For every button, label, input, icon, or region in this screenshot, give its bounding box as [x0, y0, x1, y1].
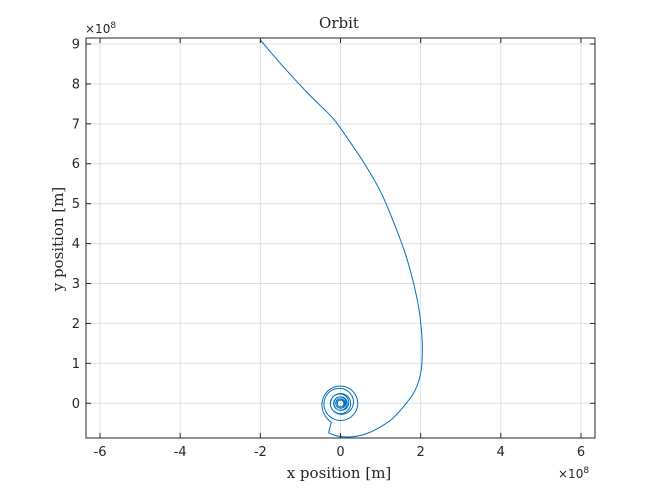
- spiral-path: [321, 385, 359, 433]
- y-axis-label: y position [m]: [49, 187, 67, 293]
- y-tick-label: 8: [72, 77, 80, 92]
- y-tick-label: 2: [72, 317, 80, 332]
- y-tick-label: 3: [72, 277, 80, 292]
- x-axis-label: x position [m]: [287, 464, 392, 482]
- y-tick-label: 4: [72, 237, 80, 252]
- x-axis-multiplier: ×108: [558, 466, 589, 481]
- chart-title: Orbit: [319, 14, 359, 32]
- orbit-trajectory: [259, 39, 423, 438]
- y-tick-label: 5: [72, 197, 80, 212]
- y-tick-label: 7: [72, 117, 80, 132]
- svg-text:×108: ×108: [85, 21, 116, 36]
- axis-ticks: [86, 38, 595, 438]
- x-multiplier-exponent: 8: [583, 466, 589, 476]
- y-axis-multiplier: ×108: [85, 21, 116, 36]
- grid-lines: [86, 38, 595, 438]
- y-multiplier-exponent: 8: [110, 21, 116, 31]
- y-tick-label: 9: [72, 37, 80, 52]
- x-tick-label: 4: [497, 445, 505, 460]
- x-tick-label: 0: [336, 445, 344, 460]
- x-tick-label: -6: [94, 445, 107, 460]
- x-tick-label: -2: [254, 445, 267, 460]
- axis-tick-labels: -6 -4 -2 0 2 4 6 0 1 2 3 4 5 6 7 8 9: [72, 37, 585, 460]
- y-multiplier-base: ×10: [85, 22, 110, 36]
- y-tick-label: 1: [72, 357, 80, 372]
- svg-text:×108: ×108: [558, 466, 589, 481]
- x-tick-label: -4: [174, 445, 187, 460]
- x-tick-label: 6: [577, 445, 585, 460]
- y-tick-label: 0: [72, 397, 80, 412]
- x-multiplier-base: ×10: [558, 467, 583, 481]
- x-tick-label: 2: [417, 445, 425, 460]
- trajectory-path: [259, 39, 423, 438]
- y-tick-label: 6: [72, 157, 80, 172]
